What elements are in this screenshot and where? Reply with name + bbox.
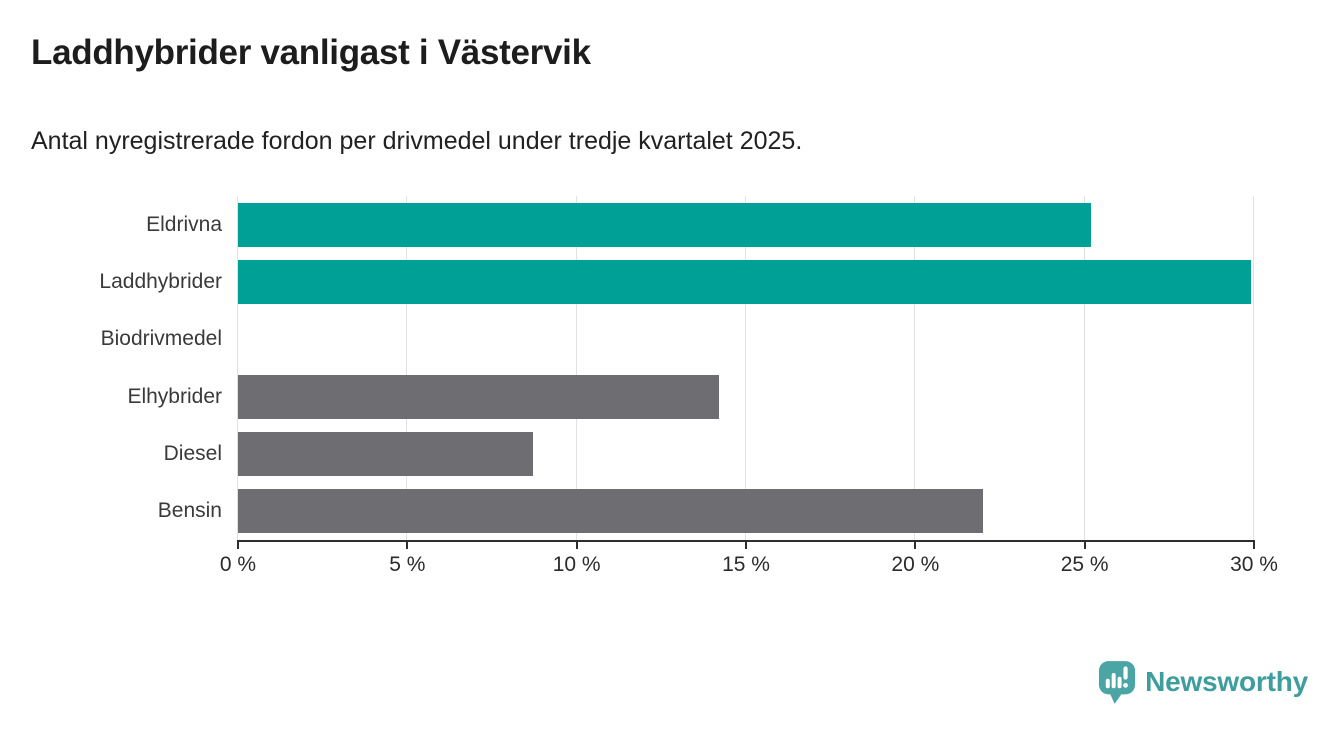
category-label: Bensin xyxy=(157,499,222,523)
newsworthy-logo: Newsworthy xyxy=(1098,658,1308,706)
bar-elhybrider xyxy=(238,374,719,419)
bar-bensin xyxy=(238,489,984,534)
newsworthy-wordmark: Newsworthy xyxy=(1145,666,1308,697)
category-label: Laddhybrider xyxy=(99,270,222,293)
bar-eldrivna xyxy=(238,202,1092,247)
x-axis-tick xyxy=(914,540,917,549)
bar-diesel xyxy=(238,432,533,476)
bar-laddhybrider xyxy=(238,260,1251,304)
x-axis-tick xyxy=(1083,540,1086,549)
x-axis-tick xyxy=(575,540,578,549)
x-axis-tick-label: 30 % xyxy=(1230,553,1278,576)
gridline xyxy=(406,196,408,540)
category-label: Diesel xyxy=(163,442,222,465)
category-label: Biodrivmedel xyxy=(100,327,222,351)
x-axis-tick-label: 20 % xyxy=(891,553,940,576)
x-axis-tick-label: 10 % xyxy=(552,553,601,576)
x-axis-tick-label: 5 % xyxy=(389,553,426,576)
x-axis-tick xyxy=(406,540,409,549)
newsworthy-icon xyxy=(1098,660,1136,705)
gridline xyxy=(575,196,577,540)
gridline xyxy=(1253,196,1254,540)
x-axis-tick-label: 15 % xyxy=(722,553,770,576)
x-axis-tick-label: 0 % xyxy=(219,553,257,576)
gridline xyxy=(914,196,916,540)
x-axis-tick xyxy=(745,540,747,549)
category-label: Elhybrider xyxy=(127,384,222,408)
x-axis-tick-label: 25 % xyxy=(1060,553,1109,576)
x-axis-tick xyxy=(1253,540,1255,549)
category-label: Eldrivna xyxy=(146,212,222,236)
x-axis-tick xyxy=(237,540,239,549)
chart-subtitle: Antal nyregistrerade fordon per drivmede… xyxy=(31,127,803,155)
gridline xyxy=(1083,196,1085,540)
chart-title: Laddhybrider vanligast i Västervik xyxy=(31,33,591,72)
gridline xyxy=(745,196,746,540)
gridline xyxy=(237,196,238,540)
